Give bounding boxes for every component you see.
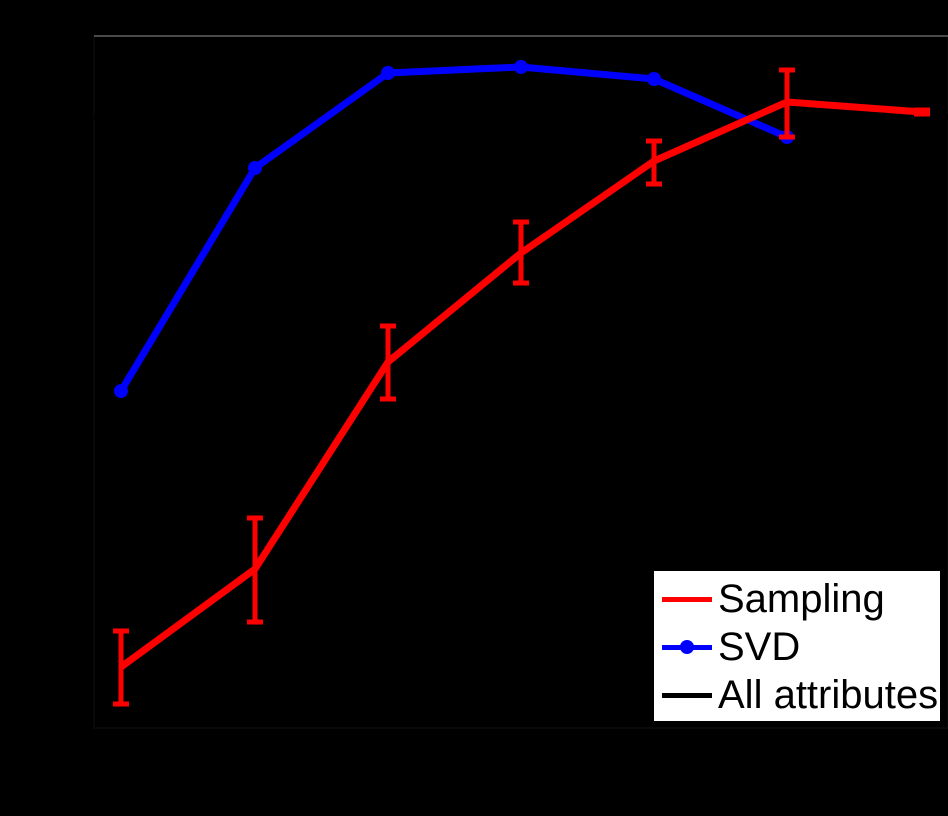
legend-item-all-attributes: All attributes [662, 673, 938, 717]
error-bar [646, 138, 662, 187]
svd-point [647, 72, 661, 86]
legend-item-sampling: Sampling [662, 577, 885, 621]
series-sampling [113, 67, 930, 707]
svd-line [117, 63, 789, 393]
svd-point [248, 161, 262, 175]
svd-point [514, 60, 528, 74]
error-bar [914, 107, 930, 117]
error-bar [380, 323, 396, 402]
error-bar [113, 628, 129, 707]
svd-point [114, 384, 128, 398]
error-bar [247, 515, 263, 625]
legend-swatch-svd [662, 639, 712, 654]
legend-swatch-sampling [662, 596, 712, 602]
legend-swatch-all-attributes [662, 692, 712, 698]
svd-point [381, 66, 395, 80]
legend-item-svd: SVD [662, 625, 800, 669]
series-svd [114, 60, 794, 398]
chart-legend: Sampling SVD All attributes [653, 570, 941, 722]
circle-marker-icon [680, 639, 694, 654]
error-bar [513, 219, 529, 286]
error-bar [779, 67, 795, 140]
legend-label: Sampling [718, 577, 885, 621]
legend-label: SVD [718, 625, 801, 669]
legend-label: All attributes [718, 673, 939, 717]
